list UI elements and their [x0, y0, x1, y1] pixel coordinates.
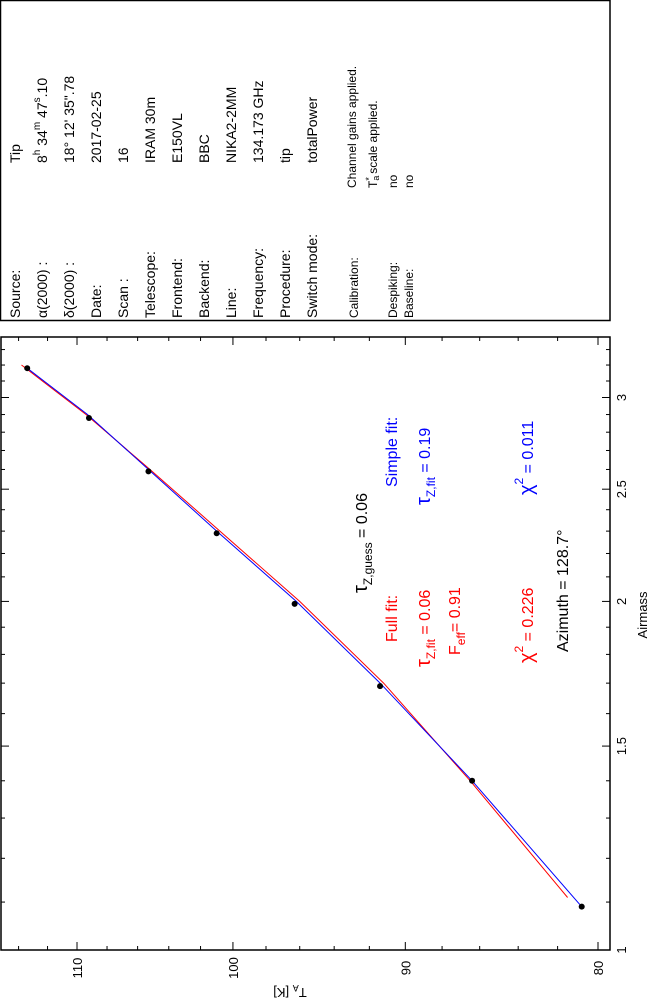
tau-guess: τZ,guess = 0.06 [350, 493, 375, 593]
x-axis-label: Airmass [635, 591, 649, 638]
header-value: 16 [115, 147, 131, 163]
header-value: 2017-02-25 [88, 91, 104, 163]
header-label: Source: [7, 270, 23, 318]
airmass-tick-label: 1.5 [614, 737, 629, 755]
airmass-tick-label: 2.5 [614, 480, 629, 498]
full-fit-feff: Feff= 0.91 [447, 587, 468, 655]
calibration-line1: Channel gains applied. [345, 66, 359, 188]
header-label: Frontend: [169, 258, 185, 318]
fit-curves [21, 364, 583, 908]
data-point [213, 530, 220, 537]
header-label: Backend: [196, 260, 212, 318]
full-fit-tau: τZ,fit = 0.06 [413, 590, 438, 667]
simple-fit-chi2: χ2 = 0.011 [512, 421, 538, 495]
plot-frame [0, 336, 611, 951]
header-value: BBC [196, 134, 212, 163]
ta-tick-label: 90 [398, 961, 413, 975]
ta-tick-label: 100 [226, 957, 241, 979]
header-value: E150VL [169, 113, 185, 163]
despiking-value: no [386, 174, 400, 188]
header-value: NIKA2-2MM [223, 87, 239, 163]
data-points [24, 365, 585, 910]
data-point [291, 600, 298, 607]
header-value: 18° 12' 35".78 [61, 76, 77, 163]
baseline-label: Baseline: [402, 269, 416, 318]
header-label: δ(2000) : [61, 262, 77, 318]
airmass-tick-label: 2 [614, 598, 629, 605]
simple-fit-title: Simple fit: [384, 417, 401, 487]
header-label: Scan : [115, 278, 131, 318]
full-fit-title: Full fit: [384, 595, 401, 642]
header-rows: Source: Tip α(2000) : 8h 34m 47s.10 δ(2000) … [7, 76, 320, 318]
header-label: Telescope: [142, 251, 158, 318]
header-value: tip [277, 148, 293, 163]
simple-fit-curve [26, 367, 583, 908]
header-value-ra: 8h 34m 47s.10 [32, 78, 50, 163]
airmass-tick-label: 3 [614, 394, 629, 401]
despiking-label: Despiking: [386, 262, 400, 318]
calibration-block: Calibration: Channel gains applied. Ta* … [345, 66, 416, 318]
header-label: Date: [88, 285, 104, 318]
full-fit-curve [21, 364, 568, 898]
calibration-label: Calibration: [347, 257, 361, 318]
header-label: Line: [223, 288, 239, 318]
data-point [578, 903, 585, 910]
calibration-line2: Ta* scale applied. [364, 100, 381, 188]
header-value: 134.173 GHz [250, 81, 266, 164]
header-label: Frequency: [250, 248, 266, 318]
simple-fit-tau: τZ,fit = 0.19 [413, 428, 438, 505]
data-point [85, 415, 92, 422]
header-label: Procedure: [277, 250, 293, 318]
data-point [469, 777, 476, 784]
header-value: Tip [7, 144, 23, 163]
fit-annotations: τZ,guess = 0.06 Full fit: Simple fit: τZ… [350, 417, 572, 667]
header-value: totalPower [304, 97, 320, 163]
header-panel-frame [0, 0, 611, 322]
airmass-tick-label: 1 [614, 946, 629, 953]
baseline-value: no [402, 174, 416, 188]
data-point [145, 468, 152, 475]
full-fit-chi2: χ2 = 0.226 [512, 587, 538, 663]
axis-ticks: 1 1.5 2 2.5 3 80 90 100 110 [1, 337, 629, 979]
azimuth-readout: Azimuth = 128.7° [555, 530, 572, 652]
data-point [377, 683, 384, 690]
header-label: Switch mode: [304, 234, 320, 318]
y-axis-label: TA [K] [273, 983, 306, 1000]
ta-tick-label: 110 [70, 958, 85, 979]
ta-tick-label: 80 [591, 961, 606, 975]
header-label: α(2000) : [34, 262, 50, 318]
header-value: IRAM 30m [142, 97, 158, 163]
data-point [24, 365, 31, 372]
